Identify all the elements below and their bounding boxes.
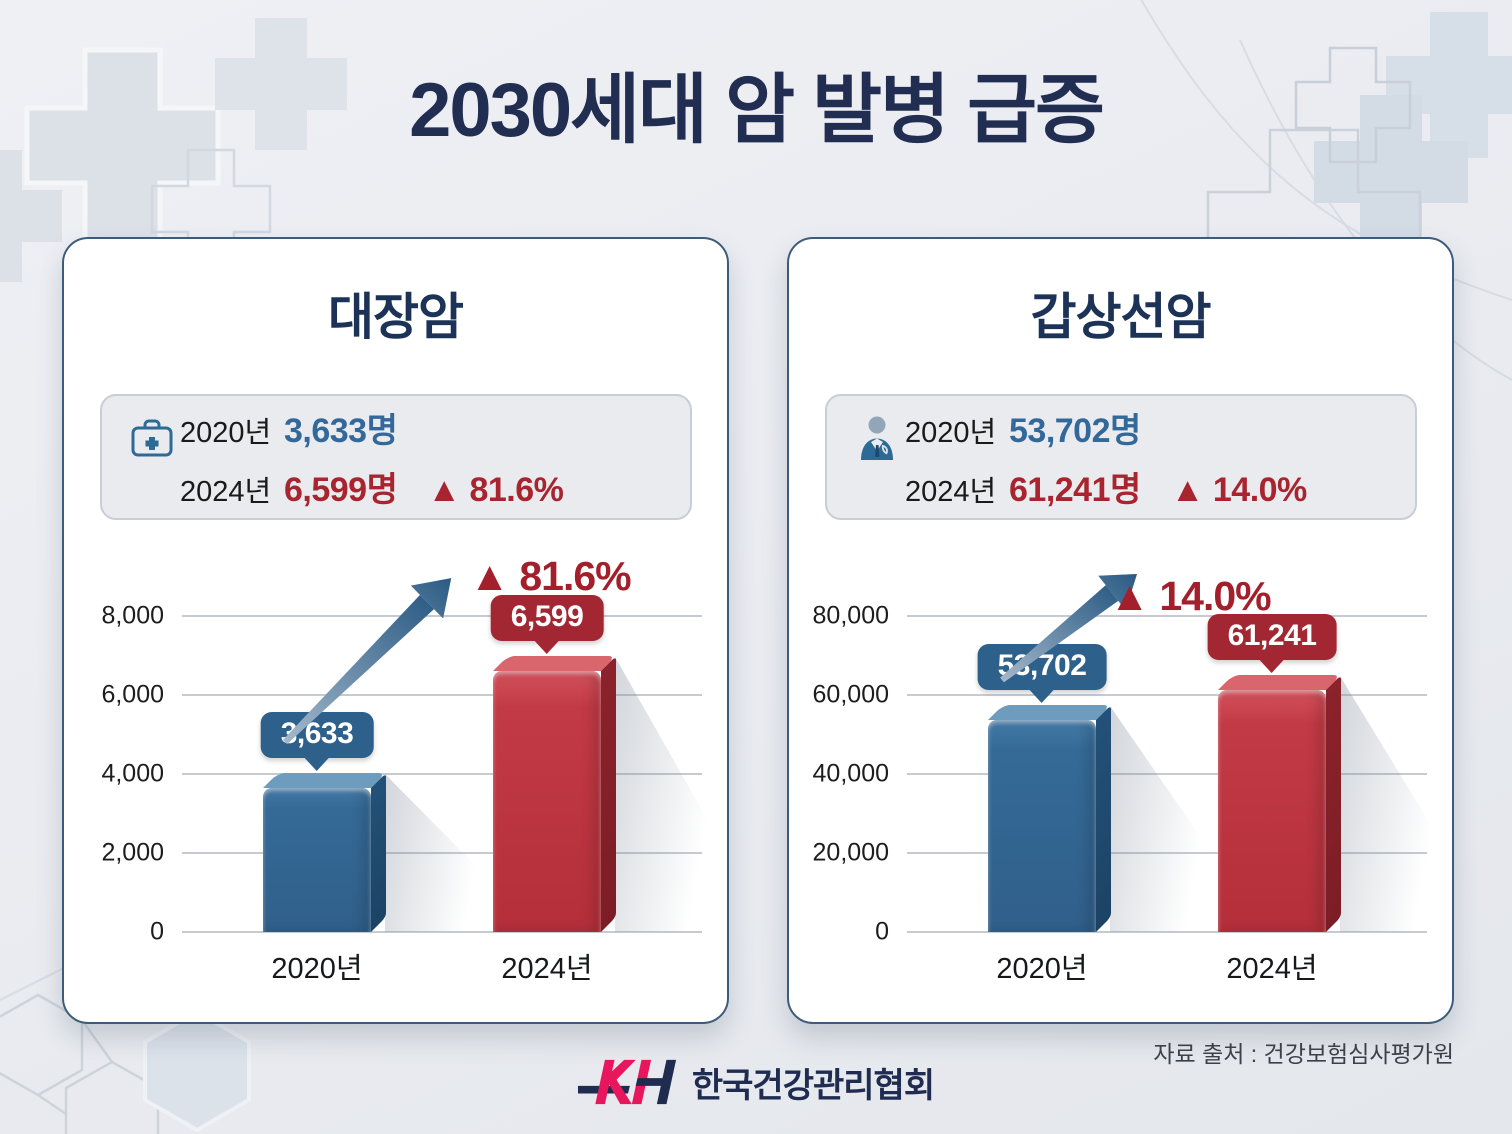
value-callout: 61,241 <box>1207 614 1337 660</box>
stat-value: 61,241명 <box>1009 471 1141 509</box>
bar-shadow <box>615 657 740 932</box>
page-title: 2030세대 암 발병 급증 <box>409 68 1105 153</box>
stat-delta: ▲ 14.0% <box>1170 471 1308 509</box>
y-tick-label: 0 <box>875 917 889 946</box>
bar-2024: 6,599 <box>490 595 740 932</box>
x-tick-label: 2024년 <box>1226 953 1318 985</box>
x-tick-label: 2020년 <box>996 953 1088 985</box>
gridline: 20,000 <box>813 839 1427 867</box>
y-tick-label: 2,000 <box>101 838 164 867</box>
value-callout: 3,633 <box>260 712 374 758</box>
bar-shadow <box>1110 706 1235 932</box>
bar-face <box>263 788 371 932</box>
y-tick-label: 80,000 <box>812 601 889 630</box>
y-tick-label: 6,000 <box>101 680 164 709</box>
bar-chart-colorectal: 8,000 6,000 4,000 2,000 0 ▲ 81.6% 3,633 <box>101 553 740 985</box>
card-title: 갑상선암 <box>1030 289 1212 345</box>
x-tick-label: 2024년 <box>501 953 593 985</box>
bar-face <box>493 671 601 932</box>
stat-row-2020: 2020년 53,702명 <box>905 403 1307 452</box>
stat-row-2024: 2024년 61,241명 ▲ 14.0% <box>905 462 1307 511</box>
bar-shadow <box>1340 676 1465 932</box>
gridline: 2,000 <box>101 839 702 867</box>
stat-rows: 2020년 53,702명 2024년 61,241명 ▲ 14.0% <box>905 403 1307 511</box>
gridline: 40,000 <box>813 760 1427 788</box>
bar-face <box>1218 690 1326 932</box>
y-tick-label: 4,000 <box>101 759 164 788</box>
bar-chart-thyroid: 80,000 60,000 40,000 20,000 0 ▲ 14.0% 53… <box>813 573 1465 985</box>
source-credit: 자료 출처 : 건강보험심사평가원 <box>1153 1041 1454 1067</box>
card-thyroid-cancer: 갑상선암 2020년 53,702명 2024년 61,241명 <box>787 237 1465 1024</box>
stat-box: 2020년 53,702명 2024년 61,241명 ▲ 14.0% <box>825 394 1417 520</box>
gridline: 0 <box>875 918 1427 946</box>
org-name: 한국건강관리협회 <box>691 1066 935 1105</box>
card-title: 대장암 <box>328 289 464 345</box>
card-colorectal-cancer: 대장암 2020년 3,633명 2024년 6,599명 ▲ 81.6% <box>62 237 740 1024</box>
doctor-icon <box>849 415 905 461</box>
gridline: 4,000 <box>101 760 702 788</box>
stat-row-2020: 2020년 3,633명 <box>180 403 563 452</box>
gridline: 60,000 <box>813 681 1427 709</box>
stat-rows: 2020년 3,633명 2024년 6,599명 ▲ 81.6% <box>180 403 564 511</box>
y-tick-label: 8,000 <box>101 601 164 630</box>
bar-2020: 3,633 <box>260 712 510 932</box>
increase-arrow-icon <box>282 578 452 745</box>
stat-value: 53,702명 <box>1009 412 1141 450</box>
stat-value: 3,633명 <box>284 412 398 450</box>
bar-2020: 53,702 <box>977 644 1235 932</box>
kh-logo-icon <box>577 1059 676 1105</box>
y-tick-label: 60,000 <box>812 680 889 709</box>
stat-delta: ▲ 81.6% <box>427 471 564 509</box>
x-tick-label: 2020년 <box>271 953 363 985</box>
stat-year: 2020년 <box>905 417 997 449</box>
bar-face <box>988 720 1096 932</box>
gridline: 80,000 <box>813 602 1427 630</box>
delta-label: ▲ 81.6% <box>469 553 631 599</box>
stat-year: 2024년 <box>905 476 997 508</box>
stat-year: 2020년 <box>180 417 272 449</box>
y-tick-label: 40,000 <box>812 759 889 788</box>
stat-row-2024: 2024년 6,599명 ▲ 81.6% <box>180 462 564 511</box>
gridline: 6,000 <box>101 681 702 709</box>
bar-2024: 61,241 <box>1207 614 1465 932</box>
gridline: 0 <box>150 918 702 946</box>
stat-year: 2024년 <box>180 476 272 508</box>
medical-bag-icon <box>124 417 180 459</box>
y-tick-label: 20,000 <box>812 838 889 867</box>
value-callout: 6,599 <box>490 595 604 641</box>
y-tick-label: 0 <box>150 917 164 946</box>
stat-value: 6,599명 <box>284 471 398 509</box>
stat-box: 2020년 3,633명 2024년 6,599명 ▲ 81.6% <box>100 394 692 520</box>
increase-arrow-icon <box>1000 574 1137 683</box>
delta-label: ▲ 14.0% <box>1109 573 1271 619</box>
org-logo: 한국건강관리협회 <box>0 1056 1512 1108</box>
